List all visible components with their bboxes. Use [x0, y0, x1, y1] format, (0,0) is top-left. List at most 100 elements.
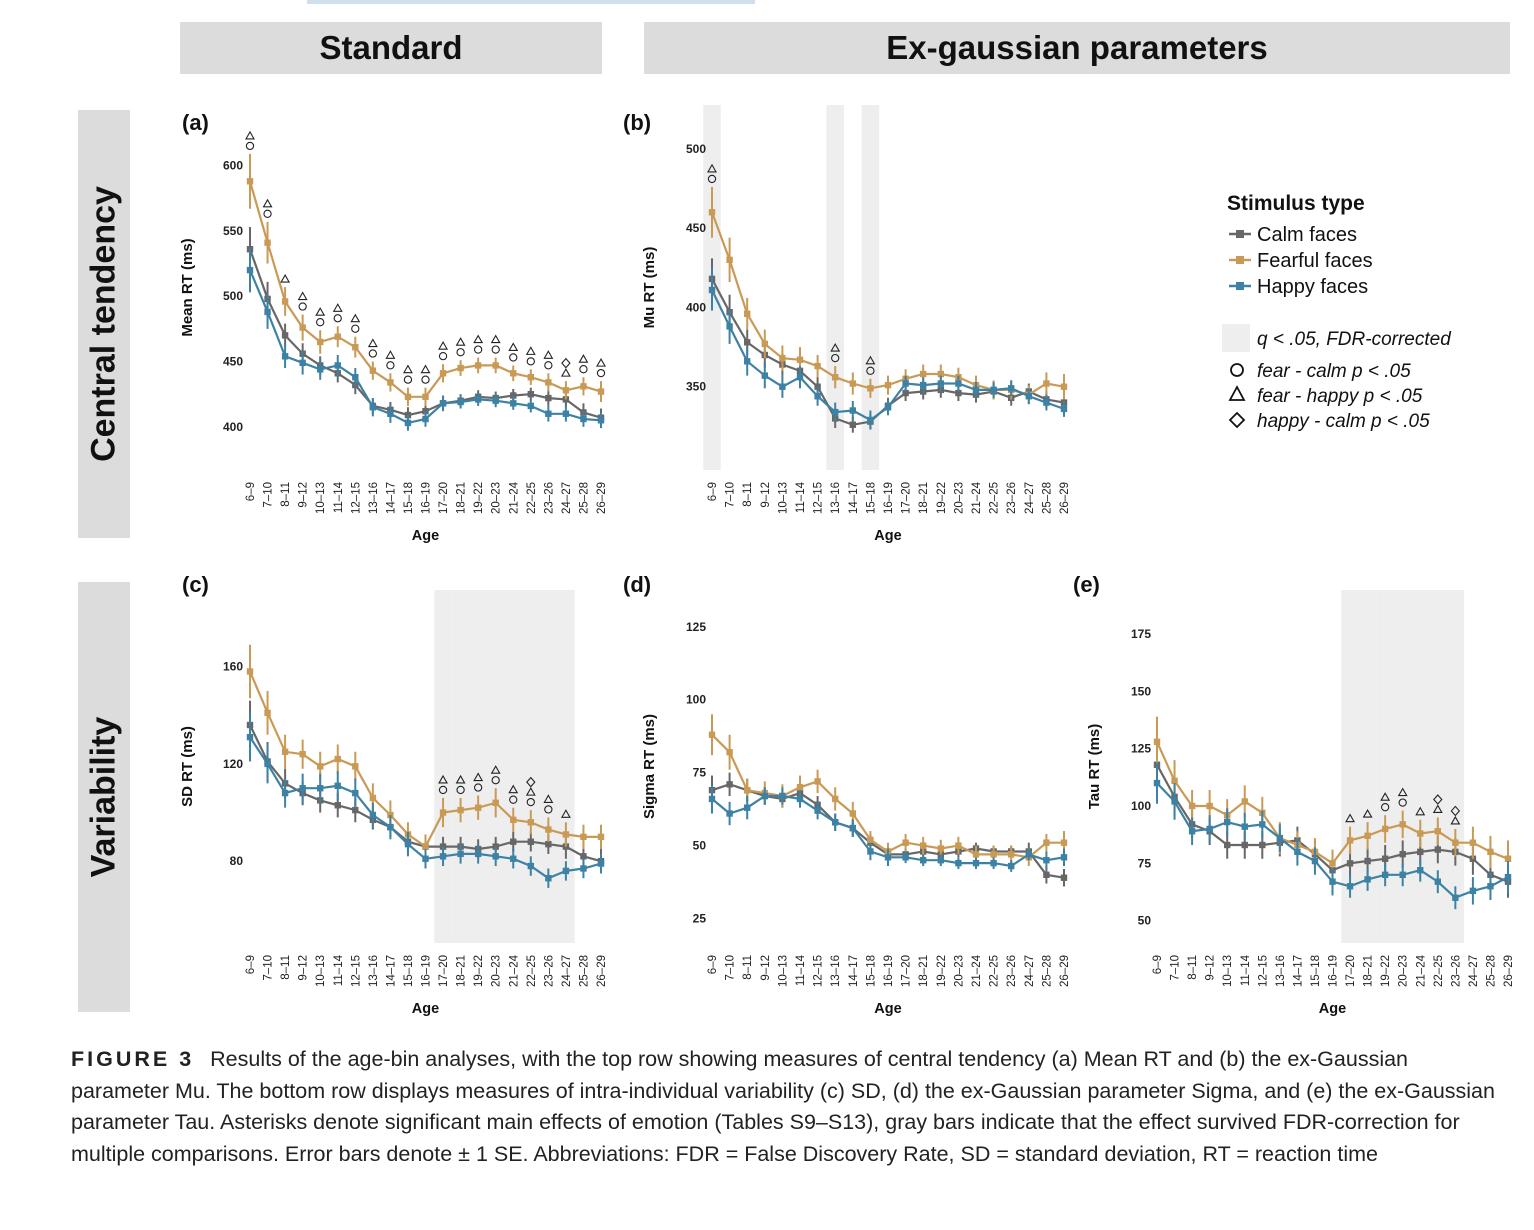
data-point — [457, 806, 464, 814]
data-point — [1206, 825, 1213, 833]
x-tick-label-d: 12–15 — [813, 955, 825, 987]
marker-fear-calm — [473, 783, 483, 792]
marker-fear-calm — [491, 345, 500, 354]
panel-e: (e) Tau RT (ms) 50 75 100 125 150 175 6–9 7–10 8–1… — [1073, 572, 1515, 1017]
legend-swatch — [1236, 256, 1244, 264]
x-tick-label-a: 15–18 — [403, 482, 415, 514]
data-point — [972, 851, 980, 858]
data-point — [1381, 825, 1389, 833]
data-point — [726, 781, 733, 788]
sig-band-e-15 — [1411, 590, 1430, 943]
data-point — [281, 789, 289, 797]
legend-series-label: Happy faces — [1257, 276, 1368, 298]
data-point — [1346, 883, 1354, 890]
x-tick-label-c: 18–21 — [456, 955, 468, 987]
x-tick-label-e: 9–12 — [1205, 955, 1217, 981]
panel-a: (a) Mean RT (ms) 400 450 500 550 600 6–9 7–10 8–1… — [179, 110, 608, 544]
x-tick-label-d: 26–29 — [1059, 955, 1071, 987]
data-point — [708, 795, 716, 803]
x-tick-label-e: 6–9 — [1152, 955, 1164, 974]
marker-fear-happy — [455, 337, 466, 346]
marker-fear-calm — [316, 318, 325, 327]
x-tick-label-a: 19–22 — [473, 482, 485, 514]
panel-b: (b) Mu RT (ms) 350 400 450 500 6–9 7–10 8–11 9–12… — [623, 105, 1071, 544]
data-point — [832, 374, 839, 381]
legend-series-label: Calm faces — [1257, 224, 1357, 246]
data-point — [474, 396, 482, 403]
x-tick-label-a: 25–28 — [578, 482, 590, 514]
x-tick-label-e: 26–29 — [1503, 955, 1515, 987]
panel-c: (c) SD RT (ms) 80 120 160 6–9 7–10 8–11 9–12 10–1… — [179, 572, 608, 1017]
x-tick-label-e: 14–17 — [1292, 955, 1304, 987]
data-point — [580, 415, 587, 423]
x-tick-label-b: 21–24 — [971, 481, 983, 514]
row-label-central-tendency: Central tendency — [78, 110, 130, 538]
marker-fear-happy — [1432, 804, 1443, 814]
legend-swatch — [1236, 230, 1244, 238]
marker-fear-happy — [1362, 808, 1373, 818]
data-point — [527, 819, 534, 826]
sig-band-c-11 — [434, 590, 452, 943]
y-axis-label-c: SD RT (ms) — [179, 726, 196, 807]
x-tick-label-a: 20–23 — [491, 482, 503, 514]
data-point — [562, 831, 570, 838]
y-tick-label-b: 450 — [686, 221, 706, 235]
data-point — [1434, 828, 1441, 835]
data-point — [317, 338, 324, 346]
series-d-happy-faces — [708, 784, 1068, 872]
x-tick-label-c: 7–10 — [263, 955, 275, 981]
data-point — [334, 782, 341, 789]
x-axis-label-a: Age — [412, 528, 439, 544]
data-point — [708, 731, 716, 738]
marker-fear-happy — [245, 130, 255, 140]
data-point — [796, 356, 804, 363]
data-point — [404, 419, 412, 427]
data-point — [796, 784, 804, 791]
marker-happy-calm — [1450, 805, 1461, 817]
sig-band-c-16 — [522, 590, 540, 943]
x-tick-label-d: 24–27 — [1024, 955, 1036, 987]
data-point — [1417, 830, 1424, 837]
data-point — [562, 867, 570, 875]
data-point — [264, 760, 271, 768]
x-tick-label-b: 8–11 — [742, 482, 754, 507]
data-point — [562, 396, 570, 403]
data-point — [814, 362, 821, 370]
data-point — [902, 380, 909, 387]
data-point — [1399, 850, 1406, 858]
x-tick-label-b: 23–26 — [1006, 482, 1018, 514]
x-tick-label-a: 10–13 — [315, 482, 327, 514]
x-tick-label-c: 8–11 — [280, 955, 292, 980]
data-point — [299, 750, 306, 758]
marker-happy-calm — [561, 357, 571, 369]
data-point — [779, 792, 786, 800]
marker-fear-happy — [596, 358, 606, 367]
data-point — [849, 407, 856, 414]
data-point — [708, 209, 716, 216]
data-point — [955, 389, 962, 397]
marker-fear-happy — [490, 334, 501, 344]
x-tick-label-a: 14–17 — [385, 482, 397, 514]
data-point — [457, 364, 464, 372]
data-point — [545, 410, 552, 417]
data-point — [597, 860, 605, 867]
marker-fear-happy — [560, 809, 571, 818]
marker-fear-calm — [831, 353, 840, 363]
marker-fear-happy — [473, 772, 484, 782]
panel-d: (d) Sigma RT (ms) 25 50 75 100 125 6–9 7–10 8–11 9… — [623, 572, 1071, 1017]
data-point — [439, 400, 447, 407]
data-point — [1259, 841, 1266, 849]
data-point — [779, 383, 786, 390]
data-point — [1311, 857, 1319, 865]
legend-triangle-icon — [1228, 385, 1246, 401]
y-axis-label-b: Mu RT (ms) — [641, 247, 658, 329]
series-c-happy-faces — [246, 712, 605, 888]
x-tick-label-c: 9–12 — [298, 955, 310, 981]
marker-fear-happy — [367, 338, 378, 348]
series-b-fearful-faces — [708, 186, 1068, 405]
data-point — [832, 408, 839, 416]
x-tick-label-b: 14–17 — [848, 482, 860, 514]
data-point — [246, 733, 254, 741]
data-point — [352, 763, 359, 770]
caption-text: Results of the age-bin analyses, with th… — [71, 1047, 1495, 1166]
